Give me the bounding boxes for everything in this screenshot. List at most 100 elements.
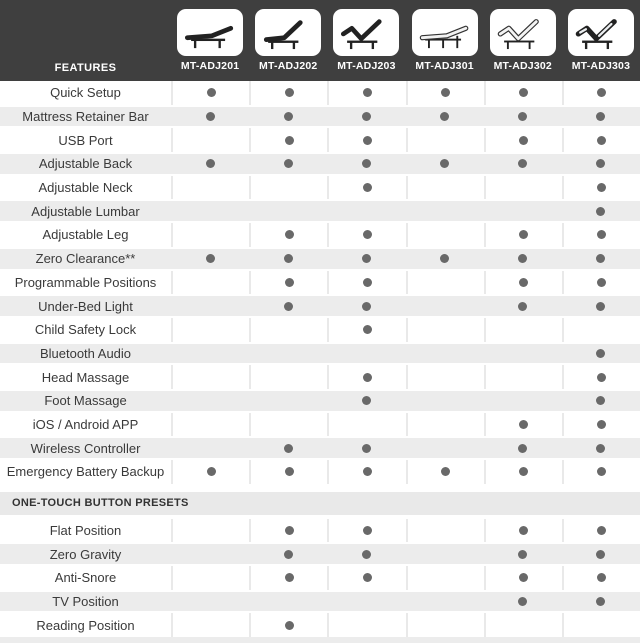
feature-dot <box>284 526 294 536</box>
bed-head-up-icon <box>261 16 315 50</box>
feature-dot <box>361 301 371 311</box>
feature-label: Bluetooth Audio <box>39 345 132 361</box>
feature-cell <box>249 296 327 316</box>
feature-cell <box>171 460 249 484</box>
bed-frame-flat-icon <box>418 16 472 50</box>
feature-dot <box>362 526 372 536</box>
feature-cell <box>171 518 249 543</box>
feature-cell <box>249 154 327 174</box>
feature-dot <box>206 467 216 477</box>
feature-dot <box>519 88 529 98</box>
feature-cell <box>249 128 327 153</box>
feature-cell <box>171 249 249 269</box>
feature-cell <box>561 270 640 295</box>
feature-dot <box>597 467 607 477</box>
feature-cell <box>561 566 640 590</box>
feature-cell <box>249 438 327 458</box>
feature-cell <box>483 81 562 105</box>
product-tile[interactable] <box>411 9 478 56</box>
feature-dot <box>597 573 607 583</box>
feature-label: Child Safety Lock <box>34 322 137 338</box>
feature-cell <box>561 412 640 437</box>
feature-dot <box>596 396 606 406</box>
table-row: Quick Setup <box>0 81 640 105</box>
column-model-label: MT-ADJ302 <box>493 60 552 72</box>
feature-cell <box>249 270 327 295</box>
feature-cell <box>561 460 640 484</box>
column-header-mt-adj301: MT-ADJ301 <box>406 0 484 81</box>
feature-cell <box>405 412 484 437</box>
feature-label: USB Port <box>58 132 113 148</box>
feature-label: Quick Setup <box>50 85 121 101</box>
table-row: Adjustable Leg <box>0 223 640 247</box>
feature-dot <box>596 254 606 264</box>
feature-dot <box>283 112 293 122</box>
product-tile[interactable] <box>255 9 322 56</box>
feature-cell <box>483 518 562 543</box>
feature-cell <box>171 81 249 105</box>
feature-cell <box>484 438 562 458</box>
table-row: Reading Position <box>0 613 640 638</box>
feature-cell <box>406 344 484 364</box>
feature-label: Emergency Battery Backup <box>6 464 165 480</box>
feature-cell <box>484 201 562 221</box>
column-header-mt-adj303: MT-ADJ303 <box>562 0 640 81</box>
feature-cell <box>171 412 249 437</box>
feature-cell <box>327 81 405 105</box>
feature-cell <box>171 175 249 200</box>
table-row: Head Massage <box>0 365 640 389</box>
feature-cell <box>484 592 562 612</box>
clipped-bottom-stripe <box>0 637 640 643</box>
table-row: Programmable Positions <box>0 270 640 295</box>
feature-cell <box>249 175 327 200</box>
feature-dot <box>205 112 215 122</box>
column-model-label: MT-ADJ301 <box>415 60 474 72</box>
feature-cell <box>327 296 405 316</box>
feature-cell <box>562 107 640 127</box>
feature-cell <box>327 175 405 200</box>
product-tile[interactable] <box>567 9 634 56</box>
feature-cell <box>405 365 484 389</box>
feature-cell <box>327 365 405 389</box>
feature-dot <box>518 159 528 169</box>
feature-dot <box>361 443 371 453</box>
feature-cell <box>249 412 327 437</box>
feature-cell <box>327 518 405 543</box>
feature-cell <box>561 175 640 200</box>
product-tile[interactable] <box>489 9 556 56</box>
feature-cell <box>405 613 484 638</box>
feature-cell <box>406 391 484 411</box>
feature-cell <box>406 544 484 564</box>
feature-dot <box>362 372 372 382</box>
feature-dot <box>284 467 294 477</box>
feature-cell <box>405 128 484 153</box>
feature-cell <box>406 438 484 458</box>
feature-cell <box>171 154 249 174</box>
table-row: Wireless Controller <box>0 436 640 460</box>
feature-dot <box>597 88 607 98</box>
bed-upholstered-head-foot-up-icon <box>574 16 628 50</box>
feature-cell <box>171 317 249 342</box>
feature-cell <box>561 365 640 389</box>
feature-label: Adjustable Neck <box>38 180 133 196</box>
column-model-label: MT-ADJ202 <box>259 60 318 72</box>
feature-cell <box>405 460 484 484</box>
feature-cell <box>171 592 249 612</box>
column-model-label: MT-ADJ203 <box>337 60 396 72</box>
feature-cell <box>249 317 327 342</box>
table-row: TV Position <box>0 589 640 614</box>
feature-cell <box>327 344 405 364</box>
feature-cell <box>484 154 562 174</box>
product-tile[interactable] <box>333 9 400 56</box>
product-tile[interactable] <box>177 9 244 56</box>
feature-dot <box>518 443 528 453</box>
feature-dot <box>596 348 606 358</box>
feature-label: Reading Position <box>36 617 135 633</box>
feature-dot <box>440 159 450 169</box>
feature-cell <box>483 175 562 200</box>
feature-cell <box>405 518 484 543</box>
feature-cell <box>327 544 405 564</box>
feature-cell <box>171 438 249 458</box>
feature-cell <box>562 201 640 221</box>
section-title: ONE-TOUCH BUTTON PRESETS <box>0 491 640 515</box>
